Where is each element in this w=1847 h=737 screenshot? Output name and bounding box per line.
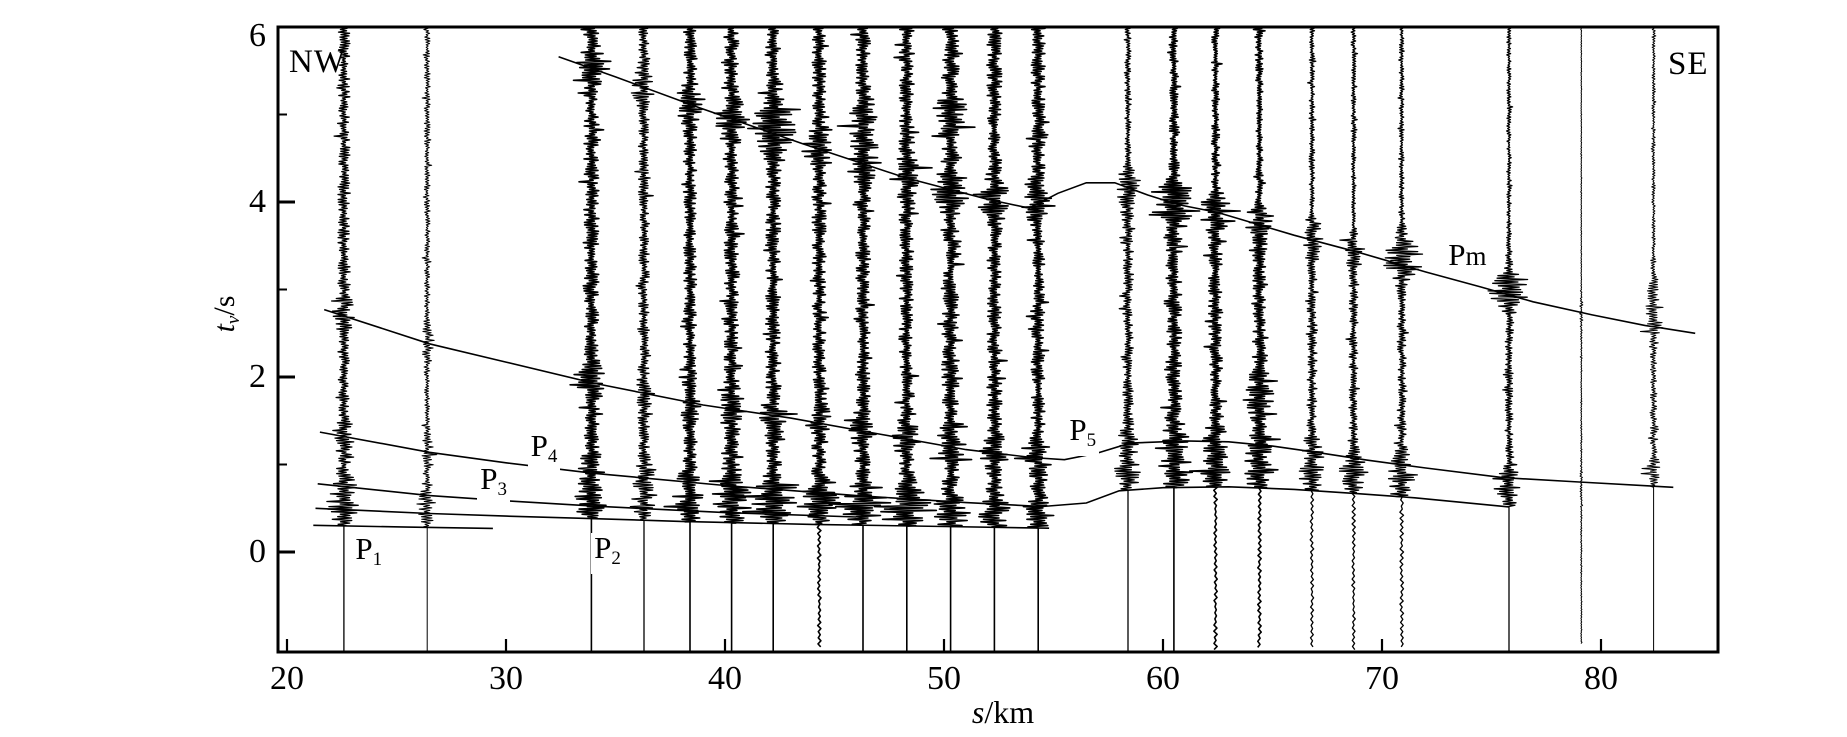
phase-label-subscript: 3 xyxy=(497,479,507,501)
x-axis-unit: /km xyxy=(984,694,1035,730)
phase-label-main: P xyxy=(480,461,498,497)
seismic-trace-km-36.3 xyxy=(629,26,658,651)
seismic-trace-km-33.9 xyxy=(569,26,612,651)
traveltime-curve-p2 xyxy=(315,507,1050,529)
y-tick-label-0: 0 xyxy=(249,533,266,570)
phase-label-p1: P1 xyxy=(352,531,386,576)
y-axis-subscript: v xyxy=(223,315,244,325)
seismic-trace-km-68.7 xyxy=(1338,26,1369,650)
orientation-label-nw: NW xyxy=(289,44,346,80)
y-axis-unit: /s xyxy=(208,295,241,316)
seismic-trace-km-64.4 xyxy=(1242,26,1281,648)
phase-label-subscript: 2 xyxy=(611,548,621,570)
phase-label-p2: P2 xyxy=(591,530,624,575)
seismic-trace-km-26.4 xyxy=(416,26,438,651)
seismic-trace-km-44.3 xyxy=(796,26,841,648)
seismic-trace-km-42.2 xyxy=(734,26,801,651)
traveltime-curve-p1 xyxy=(313,524,493,530)
y-tick-label-4: 4 xyxy=(249,183,266,220)
y-tick-label-2: 2 xyxy=(249,358,266,395)
seismic-trace-km-70.9 xyxy=(1383,26,1424,648)
phase-label-main: P xyxy=(1448,237,1466,273)
plot-frame xyxy=(276,25,1720,654)
phase-label-main: P xyxy=(594,530,612,566)
x-tick-label-30: 30 xyxy=(489,660,523,697)
y-tick-label-6: 6 xyxy=(249,17,266,54)
seismic-trace-km-46.3 xyxy=(828,26,892,651)
seismic-trace-km-52.3 xyxy=(972,26,1011,651)
phase-label-subscript: 1 xyxy=(372,549,383,571)
seismic-trace-km-40.3 xyxy=(708,26,752,651)
phase-label-p3: P3 xyxy=(477,461,510,506)
phase-label-main: P xyxy=(355,531,373,567)
phase-label-tail: m xyxy=(1465,241,1487,272)
phase-label-p5: P5 xyxy=(1066,412,1100,457)
x-tick-label-50: 50 xyxy=(927,660,961,697)
seismic-trace-km-48.3 xyxy=(873,26,938,651)
x-axis-symbol: s xyxy=(971,694,985,730)
phase-label-subscript: 5 xyxy=(1086,430,1097,452)
seismic-trace-km-58.4 xyxy=(1114,26,1141,651)
seismic-trace-km-54.3 xyxy=(1013,26,1056,651)
x-tick-label-20: 20 xyxy=(270,660,304,697)
y-axis-symbol: t xyxy=(208,324,241,333)
phase-label-subscript: 4 xyxy=(547,445,558,467)
seismic-trace-km-66.8 xyxy=(1298,26,1325,648)
seismic-trace-km-82.4 xyxy=(1639,26,1664,651)
seismic-trace-km-22.6 xyxy=(326,26,359,651)
phase-label-p4: P4 xyxy=(527,427,561,472)
x-tick-label-80: 80 xyxy=(1584,660,1618,697)
x-tick-label-40: 40 xyxy=(708,660,742,697)
seismic-trace-km-50.3 xyxy=(929,26,976,651)
seismic-trace-km-38.4 xyxy=(663,26,706,651)
seismic-trace-km-75.8 xyxy=(1487,26,1529,651)
seismic-trace-km-79.1 xyxy=(1579,26,1584,644)
phase-label-main: P xyxy=(1069,412,1087,448)
seismic-trace-km-62.4 xyxy=(1188,26,1241,651)
x-tick-label-70: 70 xyxy=(1365,660,1399,697)
phase-label-main: P xyxy=(530,427,548,463)
x-tick-label-60: 60 xyxy=(1146,660,1180,697)
traveltime-curve-p3 xyxy=(317,483,857,518)
y-axis-title: tv/s xyxy=(208,266,244,362)
seismic-trace-km-60.5 xyxy=(1148,26,1201,651)
orientation-label-se: SE xyxy=(1668,46,1709,82)
x-axis-title: s/km xyxy=(948,694,1058,731)
phase-label-pm: Pm xyxy=(1445,237,1490,273)
